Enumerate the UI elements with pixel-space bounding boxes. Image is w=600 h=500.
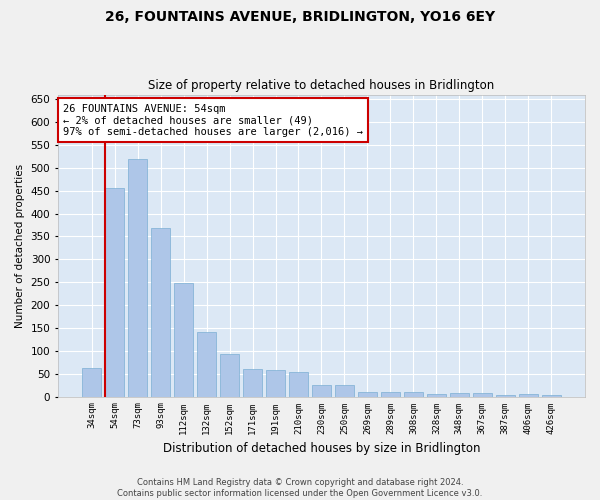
Text: 26, FOUNTAINS AVENUE, BRIDLINGTON, YO16 6EY: 26, FOUNTAINS AVENUE, BRIDLINGTON, YO16 … [105,10,495,24]
Text: 26 FOUNTAINS AVENUE: 54sqm
← 2% of detached houses are smaller (49)
97% of semi-: 26 FOUNTAINS AVENUE: 54sqm ← 2% of detac… [63,104,363,137]
Bar [427,394,446,396]
Bar [128,158,148,396]
Bar [197,332,217,396]
Bar [289,372,308,396]
Bar [82,368,101,396]
Bar [496,394,515,396]
Bar [542,394,561,396]
Bar [358,392,377,396]
Y-axis label: Number of detached properties: Number of detached properties [15,164,25,328]
X-axis label: Distribution of detached houses by size in Bridlington: Distribution of detached houses by size … [163,442,480,455]
Text: Contains HM Land Registry data © Crown copyright and database right 2024.
Contai: Contains HM Land Registry data © Crown c… [118,478,482,498]
Bar [335,384,354,396]
Bar [243,369,262,396]
Bar [266,370,285,396]
Bar [404,392,423,396]
Bar [380,392,400,396]
Bar [174,283,193,397]
Title: Size of property relative to detached houses in Bridlington: Size of property relative to detached ho… [148,79,494,92]
Bar [105,188,124,396]
Bar [473,394,492,396]
Bar [518,394,538,396]
Bar [312,384,331,396]
Bar [449,394,469,396]
Bar [220,354,239,397]
Bar [151,228,170,396]
